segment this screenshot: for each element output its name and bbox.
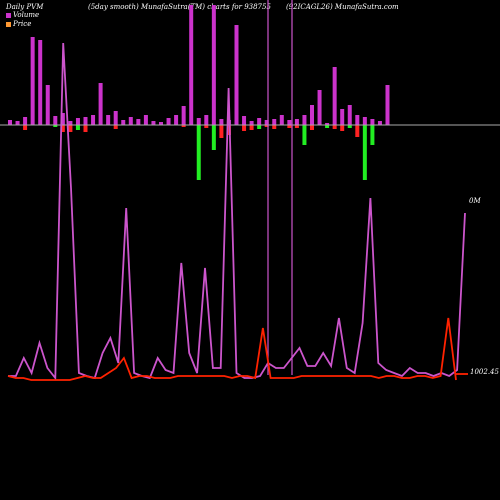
volume-up-bar: [257, 118, 262, 125]
volume-down-bar: [196, 125, 201, 180]
volume-down-bar: [347, 125, 352, 128]
price-axis-tag: 1002.45: [470, 368, 499, 376]
volume-up-bar: [279, 115, 284, 125]
legend-price: Price: [6, 20, 31, 28]
volume-down-bar: [249, 125, 254, 130]
volume-up-bar: [23, 117, 28, 125]
volume-up-bar: [385, 85, 390, 125]
volume-up-bar: [234, 25, 239, 125]
volume-up-bar: [355, 115, 360, 125]
volume-up-bar: [128, 117, 133, 125]
volume-up-bar: [302, 115, 307, 125]
volume-down-bar: [23, 125, 28, 130]
volume-up-bar: [377, 121, 382, 125]
volume-up-bar: [370, 119, 375, 125]
volume-up-bar: [332, 67, 337, 125]
volume-down-bar: [113, 125, 118, 129]
volume-down-bar: [355, 125, 360, 137]
volume-up-bar: [310, 105, 314, 125]
volume-up-bar: [166, 118, 171, 125]
volume-up-bar: [159, 122, 163, 125]
volume-down-bar: [264, 125, 269, 127]
volume-up-bar: [15, 121, 20, 125]
volume-down-bar: [83, 125, 88, 132]
volume-up-bar: [143, 115, 148, 125]
volume-down-bar: [257, 125, 262, 129]
volume-up-bar: [8, 120, 12, 125]
volume-up-bar: [68, 121, 73, 125]
volume-axis-tag: 0M: [469, 197, 481, 205]
price-line: [7, 317, 457, 381]
volume-up-bar: [106, 115, 111, 125]
volume-down-bar: [294, 125, 299, 128]
volume-down-bar: [60, 125, 65, 132]
volume-up-bar: [75, 118, 80, 125]
volume-up-bar: [325, 123, 330, 125]
volume-up-bar: [347, 105, 352, 125]
legend-volume-swatch: [6, 12, 11, 18]
volume-down-bar: [340, 125, 345, 131]
volume-up-bar: [294, 119, 299, 125]
volume-up-bar: [189, 5, 194, 125]
volume-down-bar: [242, 125, 247, 131]
legend-volume: Volume: [6, 11, 39, 19]
volume-up-bar: [362, 117, 367, 125]
volume-down-bar: [287, 125, 292, 128]
volume-up-bar: [98, 83, 103, 125]
volume-down-bar: [219, 125, 224, 138]
chart-title-middle: (5day smooth) MunafaSutra(TM) charts for…: [88, 3, 271, 11]
volume-down-bar: [75, 125, 80, 130]
volume-up-bar: [272, 119, 277, 125]
bars-group: [8, 5, 390, 180]
volume-up-bar: [121, 120, 126, 125]
volume-up-bar: [287, 120, 292, 125]
volume-up-bar: [91, 115, 96, 125]
volume-up-bar: [83, 117, 88, 125]
volume-up-bar: [38, 40, 43, 125]
volume-down-bar: [181, 125, 186, 127]
volume-down-bar: [302, 125, 307, 145]
legend-price-swatch: [6, 21, 11, 27]
volume-up-bar: [151, 121, 156, 125]
volume-up-bar: [60, 113, 65, 125]
volume-up-bar: [196, 118, 201, 125]
volume-up-bar: [317, 90, 322, 125]
volume-up-bar: [113, 111, 118, 125]
chart-title-right: (92ICAGL26) MunafaSutra.com: [286, 3, 399, 11]
volume-line: [8, 42, 466, 381]
volume-down-bar: [204, 125, 209, 128]
chart-title-left: Daily PVM: [6, 3, 44, 11]
volume-down-bar: [68, 125, 73, 132]
volume-up-bar: [45, 85, 50, 125]
volume-down-bar: [332, 125, 337, 129]
volume-up-bar: [136, 119, 141, 125]
volume-down-bar: [370, 125, 375, 145]
volume-up-bar: [340, 109, 345, 125]
legend-price-label: Price: [13, 20, 32, 28]
volume-down-bar: [53, 125, 58, 127]
volume-down-bar: [310, 125, 314, 130]
volume-up-bar: [53, 116, 58, 125]
volume-up-bar: [30, 37, 35, 125]
volume-up-bar: [204, 115, 209, 125]
volume-up-bar: [181, 106, 186, 125]
volume-up-bar: [174, 115, 179, 125]
volume-up-bar: [242, 116, 247, 125]
volume-down-bar: [211, 125, 216, 150]
volume-down-bar: [272, 125, 277, 129]
volume-up-bar: [211, 5, 216, 125]
legend-volume-label: Volume: [13, 11, 40, 19]
volume-up-bar: [219, 119, 224, 125]
volume-down-bar: [325, 125, 330, 128]
volume-up-bar: [249, 121, 254, 125]
volume-down-bar: [362, 125, 367, 180]
volume-up-bar: [264, 120, 269, 125]
